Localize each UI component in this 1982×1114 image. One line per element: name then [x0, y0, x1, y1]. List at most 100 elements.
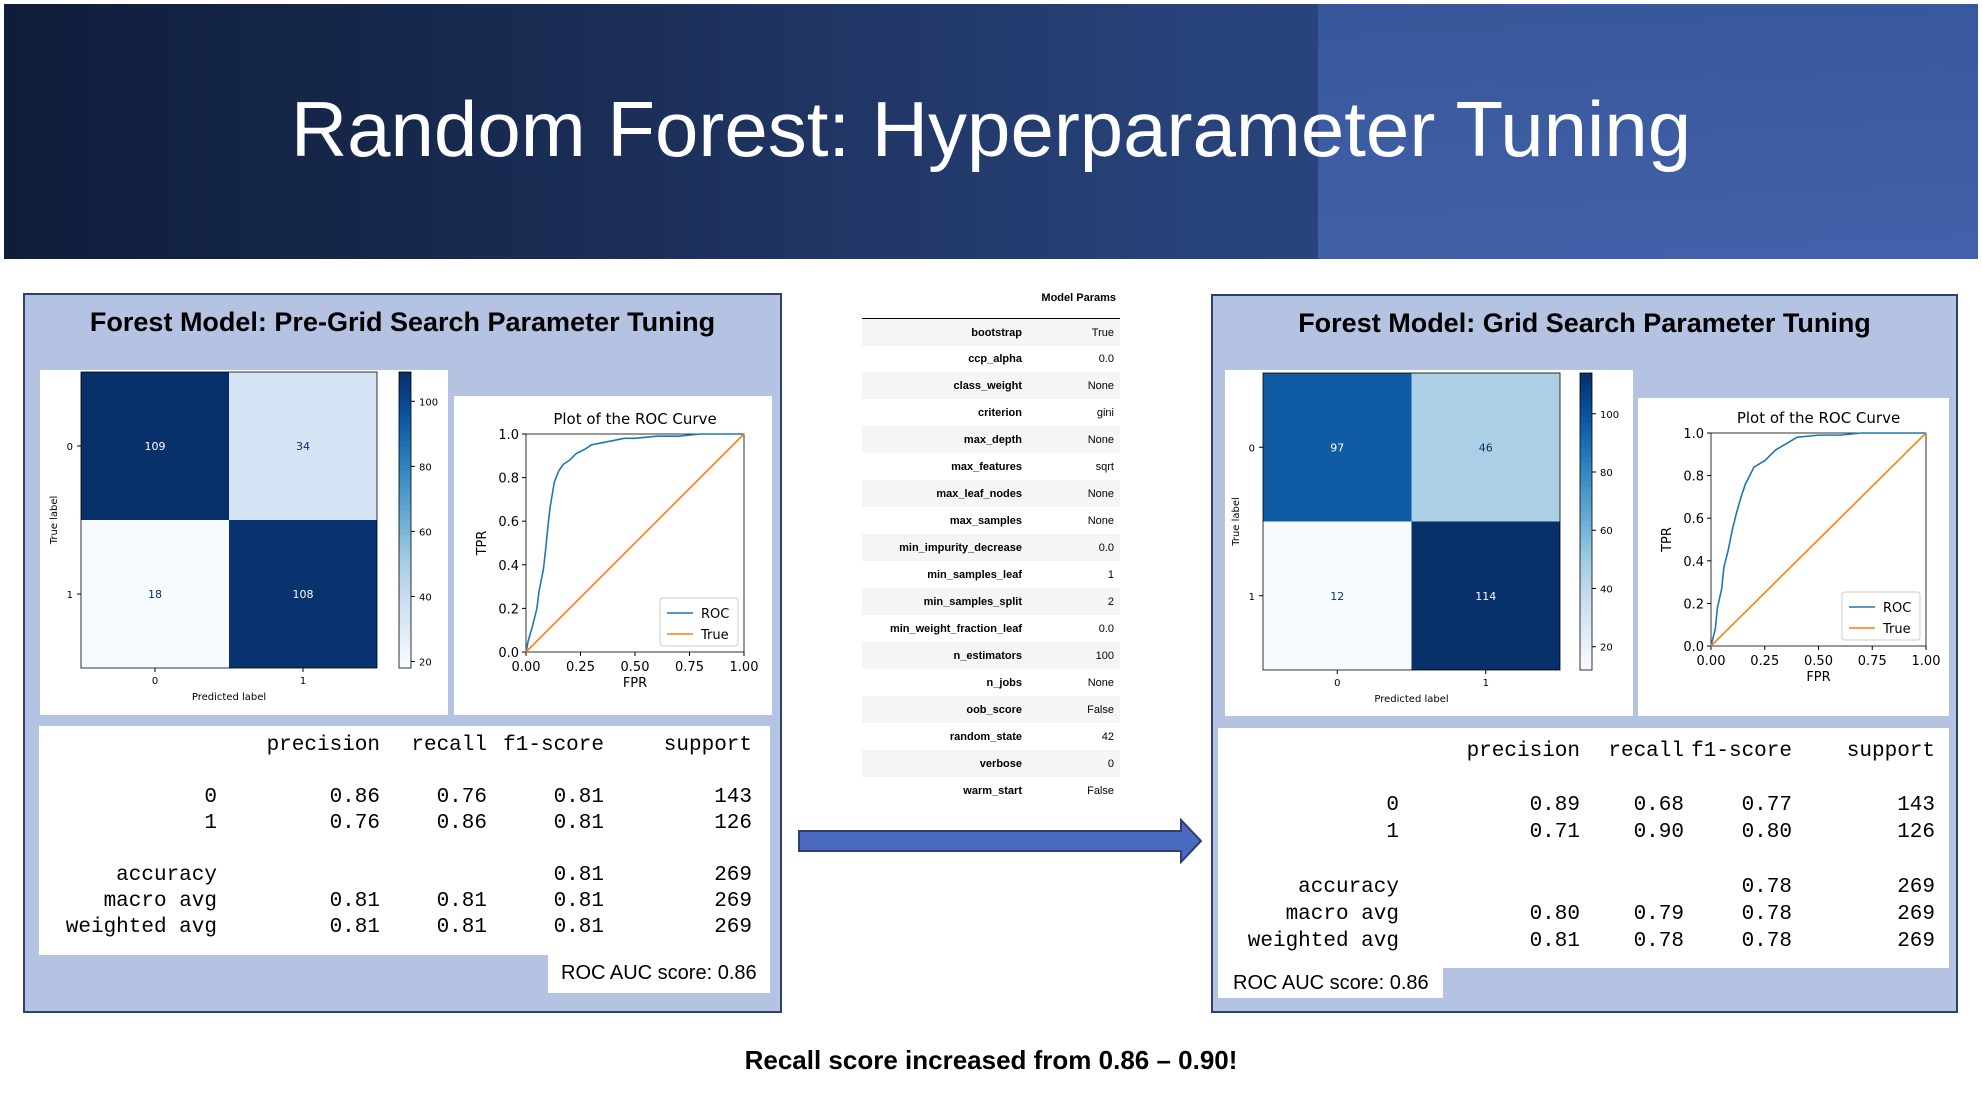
colorbar-segment	[399, 594, 411, 600]
param-name: min_samples_leaf	[927, 569, 1022, 581]
x-tick-label: 0.75	[675, 660, 704, 675]
param-name: max_depth	[963, 434, 1022, 446]
colorbar-segment	[1580, 551, 1592, 557]
y-tick-label: 0.4	[1683, 555, 1704, 570]
colorbar-segment	[1580, 531, 1592, 537]
report-header-cell: precision	[266, 734, 380, 757]
cm-cell	[81, 372, 229, 520]
colorbar-segment	[1580, 467, 1592, 473]
left-panel: Forest Model: Pre-Grid Search Parameter …	[23, 293, 782, 1013]
left-confusion-matrix-box: 109 34 18 108 0 1 0 1 Predicted label True label 2…	[40, 370, 448, 715]
colorbar-segment	[399, 569, 411, 575]
colorbar-segment	[1580, 571, 1592, 577]
colorbar-tick-label: 20	[1600, 643, 1613, 654]
param-name: n_jobs	[986, 677, 1022, 689]
param-row: min_impurity_decrease 0.0	[862, 534, 1120, 561]
colorbar-tick-label: 100	[419, 397, 438, 408]
report-row: 1 0.76 0.86 0.81 126	[39, 812, 770, 838]
right-panel-title: Forest Model: Grid Search Parameter Tuni…	[1298, 308, 1871, 338]
report-cell: 0.79	[1633, 903, 1684, 926]
colorbar-segment	[399, 524, 411, 531]
y-tick-label: 0.4	[498, 559, 519, 574]
colorbar-tick-label: 40	[1600, 584, 1613, 595]
colorbar-segment	[399, 603, 411, 610]
x-tick-label: 1	[1483, 678, 1489, 689]
colorbar-segment	[399, 589, 411, 595]
colorbar-segment	[1580, 382, 1592, 389]
colorbar-segment	[399, 579, 411, 585]
colorbar-segment	[399, 608, 411, 615]
report-header-cell: precision	[1466, 740, 1580, 763]
report-cell: 143	[714, 786, 752, 809]
colorbar-segment	[399, 544, 411, 551]
colorbar-segment	[1580, 561, 1592, 567]
param-name: bootstrap	[971, 327, 1022, 339]
x-tick-label: 0.00	[1697, 654, 1726, 669]
colorbar-segment	[399, 515, 411, 521]
right-classification-report: precision recall f1-score support 0 0.89 0.68 0…	[1218, 728, 1949, 968]
cm-cell	[229, 372, 377, 520]
colorbar-segment	[399, 510, 411, 516]
colorbar-segment	[1580, 506, 1592, 513]
colorbar-segment	[399, 613, 411, 620]
colorbar-segment	[1580, 432, 1592, 438]
colorbar-segment	[1580, 580, 1592, 587]
y-axis-label: TPR	[475, 531, 490, 557]
colorbar-segment	[399, 638, 411, 644]
colorbar-segment	[1580, 442, 1592, 448]
colorbar-segment	[1580, 526, 1592, 532]
cm-frame	[1262, 372, 1561, 671]
colorbar-segment	[399, 396, 411, 403]
colorbar-segment	[1580, 640, 1592, 646]
colorbar-segment	[399, 500, 411, 506]
x-tick-label: 0	[1334, 678, 1340, 689]
colorbar-segment	[399, 554, 411, 561]
report-cell: 0.81	[329, 890, 380, 913]
colorbar-segment	[1580, 417, 1592, 424]
colorbar-segment	[1580, 486, 1592, 493]
param-name: random_state	[949, 731, 1022, 743]
colorbar-segment	[399, 391, 411, 398]
y-tick-label: 0	[67, 442, 73, 453]
param-value: gini	[1096, 407, 1114, 419]
colorbar-segment	[399, 450, 411, 457]
y-tick-label: 0.6	[498, 515, 519, 530]
x-axis-label: FPR	[1806, 670, 1830, 685]
report-header-cell: recall	[1608, 740, 1684, 763]
colorbar-segment	[399, 485, 411, 491]
report-cell: 0.81	[553, 786, 604, 809]
colorbar-segment	[1580, 476, 1592, 483]
roc-title: Plot of the ROC Curve	[1737, 409, 1900, 427]
colorbar-segment	[1580, 665, 1592, 671]
colorbar-tick-label: 60	[419, 527, 432, 538]
report-header-cell: f1-score	[503, 734, 604, 757]
report-cell: 0.81	[436, 890, 487, 913]
report-cell: 0.81	[553, 812, 604, 835]
colorbar-segment	[399, 411, 411, 417]
colorbar-segment	[1580, 373, 1592, 379]
colorbar-segment	[399, 475, 411, 482]
colorbar-segment	[399, 446, 411, 452]
cm-cell	[229, 520, 377, 668]
report-cell: 0.77	[1741, 794, 1792, 817]
colorbar-segment	[399, 623, 411, 630]
cm-cell-value: 97	[1330, 441, 1344, 454]
colorbar-segment	[399, 648, 411, 654]
cm-frame	[80, 371, 378, 669]
report-cell: 0.80	[1529, 903, 1580, 926]
colorbar-segment	[399, 663, 411, 669]
param-row: warm_start False	[862, 777, 1120, 804]
y-tick-label: 0.2	[498, 602, 519, 617]
cm-cell	[81, 520, 229, 668]
x-tick-label: 0.25	[566, 660, 595, 675]
report-cell: 1	[204, 812, 217, 835]
cm-cell-value: 114	[1475, 590, 1496, 603]
param-row: bootstrap True	[862, 318, 1120, 346]
x-tick-label: 0	[152, 676, 158, 687]
colorbar-segment	[399, 653, 411, 659]
x-tick-label: 0.25	[1750, 654, 1779, 669]
param-value: 1	[1107, 569, 1114, 581]
y-tick-label: 0.0	[498, 646, 519, 661]
x-tick-label: 0.00	[512, 660, 541, 675]
colorbar-segment	[1580, 412, 1592, 419]
